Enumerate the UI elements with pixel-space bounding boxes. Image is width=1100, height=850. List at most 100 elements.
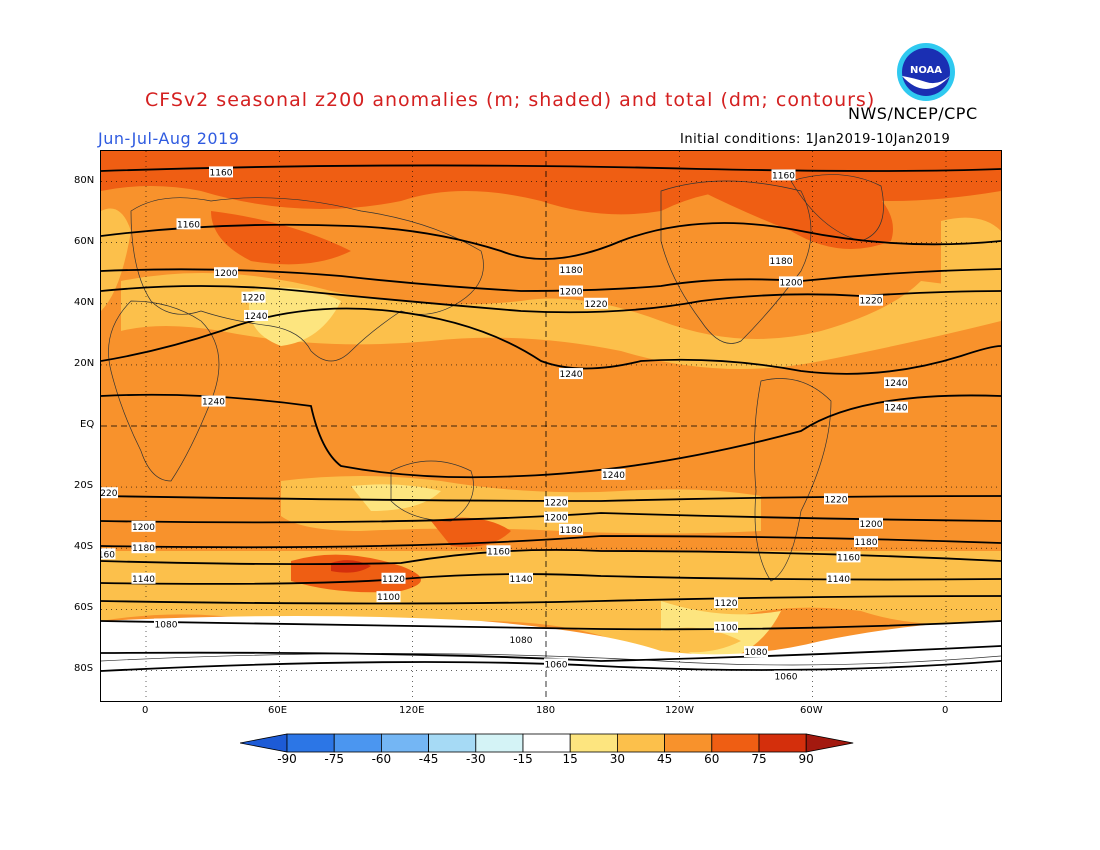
contour-label: 1160 bbox=[177, 220, 200, 230]
colorbar-swatch bbox=[475, 733, 524, 753]
africa-outline bbox=[108, 300, 220, 482]
colorbar-swatch bbox=[758, 733, 807, 753]
agency-label: NWS/NCEP/CPC bbox=[848, 104, 978, 123]
colorbar-swatch bbox=[711, 733, 760, 753]
contour-label-bg bbox=[509, 572, 533, 584]
contour-label-bg bbox=[154, 618, 178, 630]
contour-label: 1180 bbox=[855, 538, 878, 548]
contour-label-bg bbox=[131, 572, 156, 584]
contour-label-bg bbox=[509, 633, 533, 645]
shade-tibet bbox=[249, 287, 341, 346]
greenland-outline bbox=[790, 174, 884, 242]
contour-label: 1080 bbox=[745, 648, 768, 658]
lat-label-60s: 60S bbox=[74, 602, 94, 613]
contour-label-bg bbox=[584, 297, 608, 309]
noaa-logo: NOAA bbox=[896, 42, 956, 102]
lon-label-180: 180 bbox=[536, 705, 556, 716]
contour-label: 1220 bbox=[585, 300, 608, 310]
contour-label-bg bbox=[544, 658, 568, 670]
contour-label-bg bbox=[201, 395, 226, 407]
contour-label: 1160 bbox=[772, 171, 795, 181]
colorbar-swatch bbox=[664, 733, 713, 753]
contour-label: 1060 bbox=[775, 673, 798, 683]
contour-label: 1180 bbox=[770, 257, 793, 267]
contour-label: 1240 bbox=[885, 379, 908, 389]
contour-label: 1200 bbox=[215, 269, 238, 279]
shade-tasman-red bbox=[431, 517, 511, 547]
initial-conditions: Initial conditions: 1Jan2019-10Jan2019 bbox=[680, 132, 951, 147]
contour-label: 1140 bbox=[827, 575, 850, 585]
shade-australia-yellow bbox=[351, 484, 441, 511]
contour-label: 1240 bbox=[202, 398, 225, 408]
colorbar-swatch bbox=[380, 733, 429, 753]
contour-label-bg bbox=[774, 670, 798, 682]
colorbar-arrow-right bbox=[805, 733, 854, 753]
colorbar-swatch bbox=[569, 733, 618, 753]
lat-label-40s: 40S bbox=[74, 541, 94, 552]
contour-label-bg bbox=[601, 468, 626, 480]
south-america-outline bbox=[753, 378, 832, 582]
colorbar-label: -45 bbox=[418, 752, 439, 766]
contour-label-bg bbox=[486, 545, 511, 557]
contour-1100-south bbox=[101, 620, 1001, 631]
contour-label: 1180 bbox=[560, 526, 583, 536]
contour-label-bg bbox=[559, 368, 583, 380]
contour-label: 1120 bbox=[715, 599, 738, 609]
shade-eurasia-red bbox=[211, 211, 351, 265]
contour-label-bg bbox=[771, 169, 796, 181]
lon-label-120e: 120E bbox=[399, 705, 425, 716]
contour-label-bg bbox=[824, 493, 848, 505]
contour-label-bg bbox=[544, 496, 568, 508]
lat-label-80n: 80N bbox=[74, 175, 95, 186]
lat-label-20n: 20N bbox=[74, 358, 95, 369]
map-svg: 1160 116011601180118012001200120012201220… bbox=[101, 151, 1001, 701]
contour-label: 1160 bbox=[837, 553, 860, 563]
contour-label-bg bbox=[241, 291, 266, 303]
colorbar-label: 75 bbox=[751, 752, 767, 766]
lon-label-60e: 60E bbox=[268, 705, 288, 716]
antarctica-outline bbox=[101, 653, 1001, 666]
contour-1060-south bbox=[101, 660, 1001, 672]
contour-label: 1240 bbox=[245, 312, 268, 322]
colorbar-label: -60 bbox=[371, 752, 392, 766]
colorbar-label: 30 bbox=[609, 752, 626, 766]
colorbar-label: 45 bbox=[656, 752, 673, 766]
contour-labels: 1160 116011601180118012001200120012201220… bbox=[101, 166, 908, 683]
contour-1240-north bbox=[101, 307, 1001, 375]
contour-label-bg bbox=[884, 401, 908, 413]
lat-label-60n: 60N bbox=[74, 236, 95, 247]
colorbar bbox=[239, 733, 862, 773]
shade-greenland bbox=[701, 167, 893, 249]
contour-label: 1080 bbox=[510, 636, 533, 646]
lat-label-40n: 40N bbox=[74, 297, 95, 308]
contour-label: 1220 bbox=[101, 489, 118, 499]
shade-midlat-band bbox=[121, 273, 1001, 369]
contour-label: 1160 bbox=[210, 168, 233, 178]
lon-label-60w: 60W bbox=[800, 705, 823, 716]
contour-label: 1100 bbox=[377, 593, 400, 603]
contour-label: 1240 bbox=[885, 404, 908, 414]
contour-label-bg bbox=[376, 591, 401, 603]
contour-label-bg bbox=[544, 511, 568, 523]
contour-label-bg bbox=[779, 276, 803, 288]
colorbar-swatch bbox=[616, 733, 665, 753]
contour-label: 1220 bbox=[545, 498, 568, 508]
contour-1180-north bbox=[101, 222, 1001, 260]
contour-label: 1120 bbox=[382, 575, 405, 585]
contour-label-bg bbox=[559, 285, 583, 297]
contour-label: 1080 bbox=[155, 621, 178, 631]
colorbar-label: -15 bbox=[513, 752, 533, 766]
colorbar-svg bbox=[239, 733, 854, 753]
lat-label-eq: EQ bbox=[80, 419, 95, 430]
lon-label-0-east: 0 bbox=[942, 705, 949, 716]
contour-label-bg bbox=[131, 542, 156, 554]
contour-label-bg bbox=[131, 520, 156, 532]
colorbar-label: -75 bbox=[324, 752, 344, 766]
contour-label: 1140 bbox=[510, 575, 533, 585]
contour-label-bg bbox=[854, 536, 878, 548]
contour-label-bg bbox=[769, 255, 793, 266]
noaa-logo-text: NOAA bbox=[910, 65, 942, 76]
contour-1160-north bbox=[101, 164, 1001, 172]
colorbar-swatch bbox=[333, 733, 382, 753]
contour-label-bg bbox=[836, 551, 861, 563]
